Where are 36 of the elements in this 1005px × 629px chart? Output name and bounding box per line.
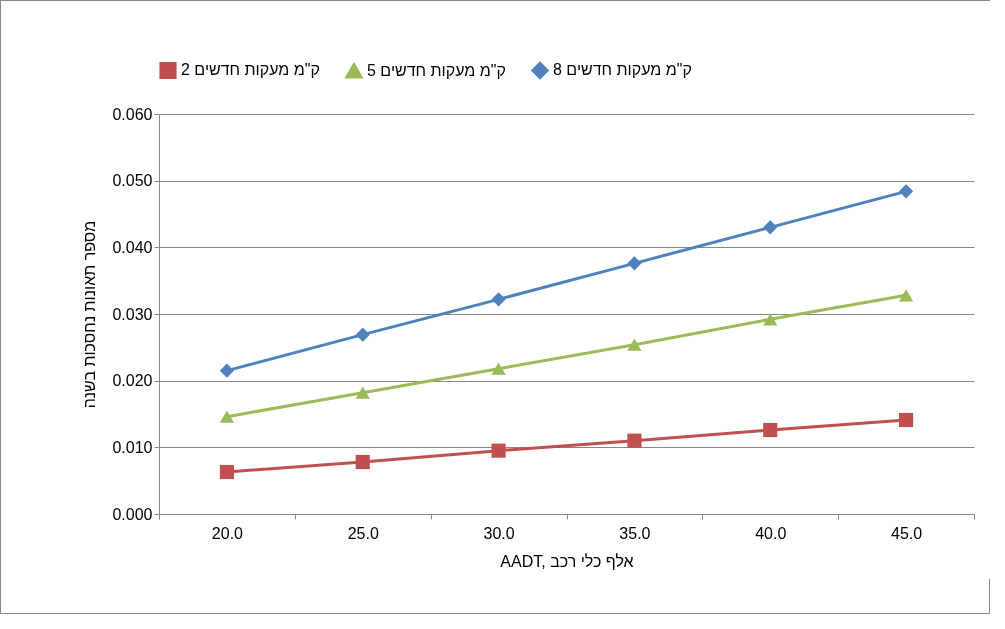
point: [763, 313, 778, 326]
y-tick-label: 0.040: [112, 238, 153, 256]
point: [899, 412, 914, 428]
y-tick-label: 0.000: [112, 505, 153, 523]
y-tick-label: 0.050: [112, 172, 153, 190]
y-axis-title: מספר תאונות נחסכות בשנה: [81, 220, 99, 409]
x-tick-label: 20.0: [211, 524, 244, 542]
legend-label: 5 ק"מ מעקות חדשים: [367, 61, 506, 79]
y-tick-label: 0.030: [112, 305, 153, 323]
point: [763, 220, 778, 235]
point: [627, 433, 642, 448]
x-tick-label: 25.0: [347, 524, 379, 542]
point: [627, 256, 642, 271]
point: [627, 338, 642, 351]
point: [355, 327, 370, 342]
point: [899, 184, 914, 199]
point: [899, 289, 914, 302]
x-tick-label: 30.0: [483, 524, 515, 542]
point: [763, 422, 778, 438]
x-axis-title: AADT, אלף כלי רכב: [500, 552, 634, 570]
point: [355, 454, 370, 470]
point: [491, 292, 506, 307]
y-tick-label: 0.060: [112, 105, 153, 123]
point: [491, 443, 506, 458]
x-tick-label: 45.0: [891, 524, 923, 542]
point: [491, 362, 506, 375]
legend-label: 8 ק"מ מעקות חדשים: [553, 61, 692, 79]
y-tick-label: 0.020: [112, 372, 153, 390]
point: [219, 464, 234, 480]
point: [219, 363, 234, 378]
x-tick-label: 35.0: [619, 524, 651, 542]
legend-label: 2 ק"מ מעקות חדשים: [181, 61, 320, 79]
y-tick-label: 0.010: [112, 438, 153, 456]
point: [355, 386, 370, 399]
point: [219, 410, 234, 423]
x-tick-label: 40.0: [755, 524, 787, 542]
